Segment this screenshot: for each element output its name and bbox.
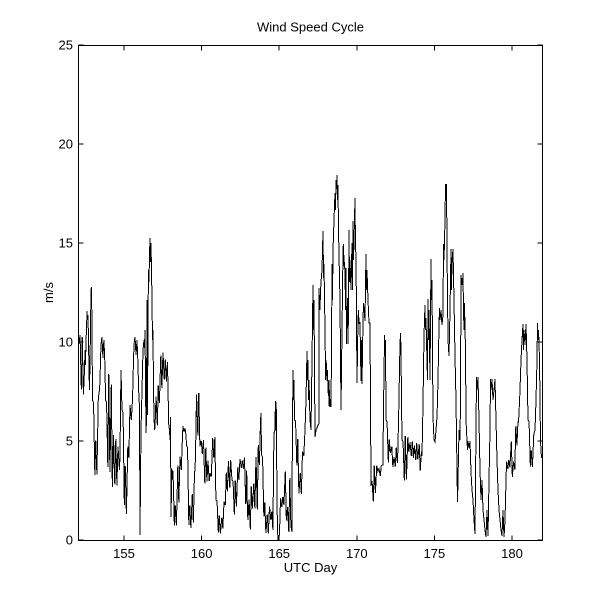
svg-text:0: 0 [66,533,73,548]
svg-text:160: 160 [191,546,213,561]
svg-text:5: 5 [66,434,73,449]
svg-text:UTC Day: UTC Day [284,560,338,575]
svg-text:m/s: m/s [41,282,56,303]
svg-text:15: 15 [59,236,73,251]
svg-text:25: 25 [59,38,73,53]
svg-text:10: 10 [59,335,73,350]
svg-text:180: 180 [501,546,523,561]
svg-text:Wind Speed Cycle: Wind Speed Cycle [257,20,364,35]
svg-text:20: 20 [59,137,73,152]
svg-text:155: 155 [113,546,135,561]
svg-text:175: 175 [424,546,446,561]
svg-text:165: 165 [268,546,290,561]
svg-text:170: 170 [346,546,368,561]
